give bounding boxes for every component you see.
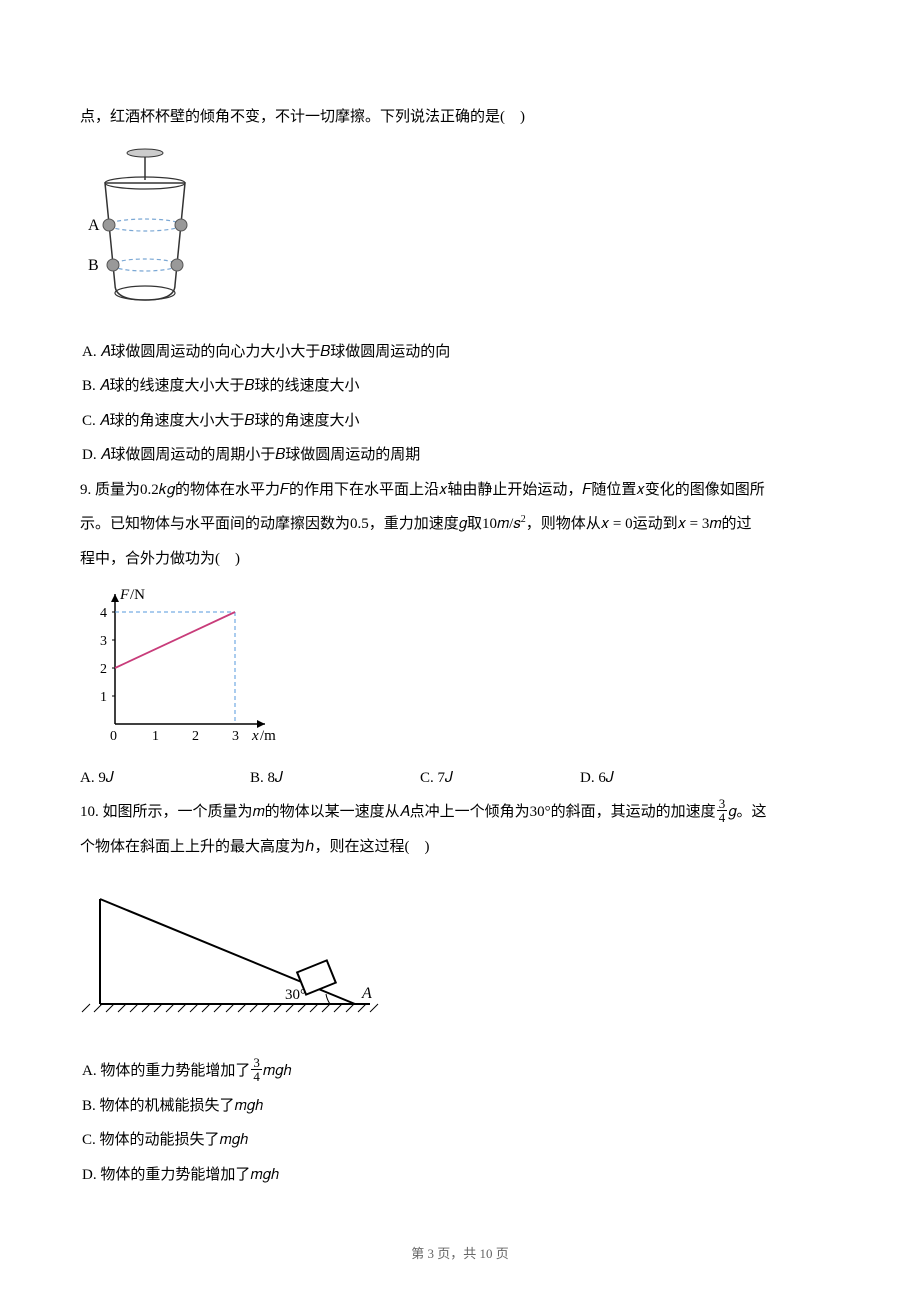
- q9-option-b: B. 8𝐽: [250, 762, 420, 795]
- q10-stem-1a: 10. 如图所示，一个质量为𝑚的物体以某一速度从𝐴点冲上一个倾角为30°的斜面，…: [80, 804, 716, 820]
- q9-options: A. 9𝐽 B. 8𝐽 C. 7𝐽 D. 6𝐽: [80, 762, 840, 795]
- svg-text:x: x: [251, 728, 259, 744]
- q9-stem-2: 示。已知物体与水平面间的动摩擦因数为0.5，重力加速度𝑔取10𝑚/𝑠2，则物体从…: [80, 507, 840, 542]
- svg-text:1: 1: [100, 690, 107, 705]
- q9-chart: 0 1 2 3 1 2 3 4 F /N x /m: [80, 584, 840, 754]
- q9-stem-1: 9. 质量为0.2𝑘𝑔的物体在水平力𝐹的作用下在水平面上沿𝑥轴由静止开始运动，𝐹…: [80, 473, 840, 508]
- q9-stem-2a: 示。已知物体与水平面间的动摩擦因数为0.5，重力加速度𝑔取10𝑚/𝑠: [80, 516, 521, 532]
- q9-option-a: A. 9𝐽: [80, 762, 250, 795]
- q8-option-d: D. 𝐴球做圆周运动的周期小于𝐵球做圆周运动的周期: [82, 438, 840, 473]
- q10-figure: 30° A: [80, 884, 840, 1029]
- q9-option-c: C. 7𝐽: [420, 762, 580, 795]
- q10-opt-a-pre: A. 物体的重力势能增加了: [82, 1063, 250, 1079]
- q10-point-a: A: [361, 985, 372, 1002]
- svg-text:2: 2: [192, 729, 199, 744]
- svg-text:0: 0: [110, 729, 117, 744]
- q10-opt-a-frac: 34: [251, 1056, 262, 1083]
- svg-text:3: 3: [100, 634, 107, 649]
- q8-option-c: C. 𝐴球的角速度大小大于𝐵球的角速度大小: [82, 404, 840, 439]
- page-footer: 第 3 页，共 10 页: [0, 1243, 920, 1262]
- svg-text:1: 1: [152, 729, 159, 744]
- svg-text:2: 2: [100, 662, 107, 677]
- q10-opt-a-post: 𝑚𝑔ℎ: [263, 1063, 292, 1079]
- q10-option-b: B. 物体的机械能损失了𝑚𝑔ℎ: [82, 1089, 840, 1124]
- q10-option-a: A. 物体的重力势能增加了34𝑚𝑔ℎ: [82, 1054, 840, 1089]
- q10-option-d: D. 物体的重力势能增加了𝑚𝑔ℎ: [82, 1158, 840, 1193]
- q8-option-a: A. 𝐴球做圆周运动的向心力大小大于𝐵球做圆周运动的向: [82, 335, 840, 370]
- q10-option-c: C. 物体的动能损失了𝑚𝑔ℎ: [82, 1123, 840, 1158]
- q10-frac-1: 34: [717, 797, 728, 824]
- q8-figure: A B: [80, 145, 840, 320]
- q8-label-a: A: [88, 217, 100, 234]
- q10-stem-1b: 𝑔。这: [728, 804, 766, 820]
- svg-text:4: 4: [100, 606, 107, 621]
- q8-tail: 点，红酒杯杯壁的倾角不变，不计一切摩擦。下列说法正确的是( ): [80, 100, 840, 135]
- q9-stem-3: 程中，合外力做功为( ): [80, 542, 840, 577]
- q10-stem-1: 10. 如图所示，一个质量为𝑚的物体以某一速度从𝐴点冲上一个倾角为30°的斜面，…: [80, 795, 840, 830]
- q8-label-b: B: [88, 257, 99, 274]
- q9-option-d: D. 6𝐽: [580, 762, 740, 795]
- svg-text:F: F: [119, 587, 130, 603]
- q8-option-b: B. 𝐴球的线速度大小大于𝐵球的线速度大小: [82, 369, 840, 404]
- q10-stem-2: 个物体在斜面上上升的最大高度为ℎ，则在这过程( ): [80, 830, 840, 865]
- svg-text:3: 3: [232, 729, 239, 744]
- svg-text:/N: /N: [130, 587, 145, 603]
- svg-text:/m: /m: [260, 728, 276, 744]
- q9-stem-2b: ，则物体从𝑥 = 0运动到𝑥 = 3𝑚的过: [526, 516, 752, 532]
- q10-angle-label: 30°: [285, 987, 306, 1003]
